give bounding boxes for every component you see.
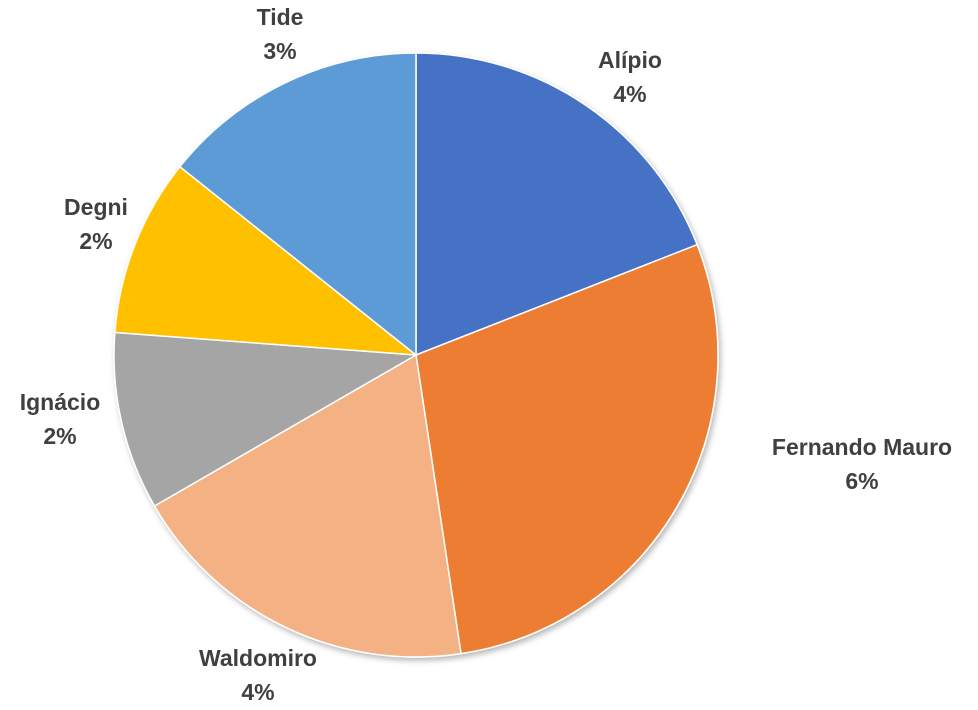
pie-labels: Alípio 4% Fernando Mauro 6% Waldomiro 4% Ignác…	[20, 4, 952, 705]
pie-value-tide: 3%	[263, 38, 296, 64]
pie-slice-waldomiro	[153, 353, 462, 658]
pie-label-tide: Tide	[257, 4, 304, 30]
pie-value-degni: 2%	[79, 228, 112, 254]
pie-label-degni: Degni	[64, 194, 128, 220]
pie-slice-alipio	[415, 52, 699, 357]
pie-slice-ignacio	[113, 331, 419, 508]
pie-label-fernando-mauro: Fernando Mauro	[772, 434, 952, 460]
pie-value-waldomiro: 4%	[241, 679, 274, 705]
pie-value-alipio: 4%	[613, 81, 646, 107]
pie-label-waldomiro: Waldomiro	[199, 645, 317, 671]
pie-value-fernando-mauro: 6%	[845, 468, 878, 494]
pie-slice-degni	[114, 165, 419, 356]
pie-label-ignacio: Ignácio	[20, 389, 101, 415]
pie-slice-fernando-mauro	[415, 243, 719, 655]
pie-label-alipio: Alípio	[598, 47, 662, 73]
pie-slice-tide	[178, 52, 417, 357]
pie-value-ignacio: 2%	[43, 423, 76, 449]
pie-slices	[113, 52, 719, 658]
